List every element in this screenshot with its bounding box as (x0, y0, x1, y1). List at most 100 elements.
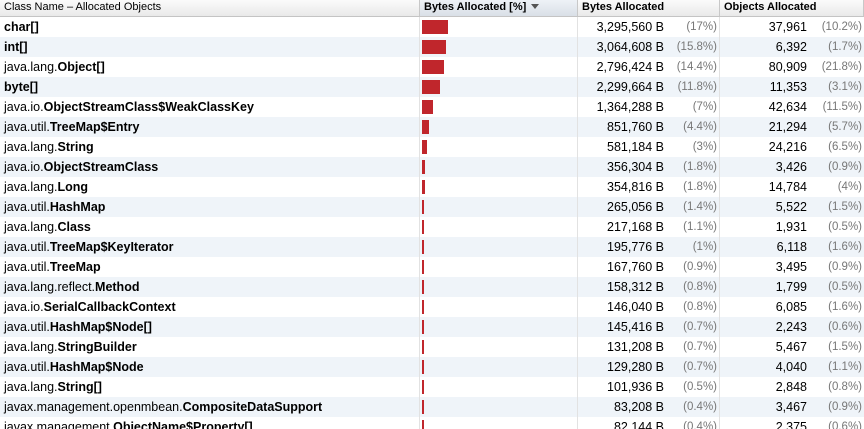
objects-allocated-value: 5,467 (775, 340, 807, 354)
class-name-cell: java.util.TreeMap (0, 257, 420, 277)
class-name: ObjectStreamClass$WeakClassKey (43, 100, 254, 114)
table-row[interactable]: javax.management.openmbean.CompositeData… (0, 397, 864, 417)
class-name: HashMap$Node (49, 360, 144, 374)
table-row[interactable]: java.util.HashMap 265,056 B (1.4%) 5,522 (1.… (0, 197, 864, 217)
objects-allocated-percent: (21.8%) (821, 61, 862, 73)
package-name: java.lang. (4, 60, 58, 74)
objects-allocated-percent: (1.5%) (828, 341, 862, 353)
bytes-allocated-cell: 265,056 B (1.4%) (578, 197, 720, 217)
class-name: TreeMap$KeyIterator (49, 240, 174, 254)
bytes-allocated-percent: (0.4%) (683, 421, 717, 429)
table-row[interactable]: java.util.HashMap$Node[] 145,416 B (0.7%) 2… (0, 317, 864, 337)
objects-allocated-percent: (11.5%) (822, 101, 862, 113)
bytes-allocated-cell: 581,184 B (3%) (578, 137, 720, 157)
class-name-cell: java.util.HashMap (0, 197, 420, 217)
table-row[interactable]: java.lang.String 581,184 B (3%) 24,216 (6.5%… (0, 137, 864, 157)
bytes-percent-bar (422, 100, 433, 114)
package-name: java.lang. (4, 220, 58, 234)
table-row[interactable]: int[] 3,064,608 B (15.8%) 6,392 (1.7%) (0, 37, 864, 57)
bytes-allocated-cell: 83,208 B (0.4%) (578, 397, 720, 417)
bytes-percent-cell (420, 17, 578, 37)
column-header-objects-allocated[interactable]: Objects Allocated (720, 0, 864, 16)
objects-allocated-value: 42,634 (768, 100, 807, 114)
bytes-percent-cell (420, 177, 578, 197)
bytes-allocated-percent: (0.7%) (683, 321, 717, 333)
bytes-percent-bar (422, 160, 425, 174)
class-name: TreeMap (49, 260, 101, 274)
bytes-allocated-value: 356,304 B (607, 160, 664, 174)
bytes-allocated-cell: 3,064,608 B (15.8%) (578, 37, 720, 57)
table-row[interactable]: java.lang.Object[] 2,796,424 B (14.4%) 80,9… (0, 57, 864, 77)
package-name: java.util. (4, 120, 50, 134)
column-header-bytes-percent[interactable]: Bytes Allocated [%] (420, 0, 578, 16)
table-row[interactable]: java.lang.StringBuilder 131,208 B (0.7%) 5,… (0, 337, 864, 357)
class-name-cell: byte[] (0, 77, 420, 97)
table-row[interactable]: java.io.SerialCallbackContext 146,040 B (0… (0, 297, 864, 317)
bytes-percent-bar (422, 420, 424, 429)
table-row[interactable]: java.util.HashMap$Node 129,280 B (0.7%) 4,0… (0, 357, 864, 377)
class-name: byte[] (4, 80, 39, 94)
bytes-allocated-percent: (1.8%) (683, 181, 717, 193)
class-name-cell: java.lang.Object[] (0, 57, 420, 77)
bytes-allocated-value: 1,364,288 B (596, 100, 664, 114)
column-header-class-name[interactable]: Class Name – Allocated Objects (0, 0, 420, 16)
objects-allocated-value: 4,040 (775, 360, 807, 374)
column-header-bytes-allocated[interactable]: Bytes Allocated (578, 0, 720, 16)
bytes-allocated-value: 581,184 B (607, 140, 664, 154)
package-name: java.lang. (4, 180, 58, 194)
objects-allocated-cell: 3,495 (0.9%) (720, 257, 864, 277)
bytes-allocated-percent: (0.9%) (683, 261, 717, 273)
class-name: Class (57, 220, 91, 234)
table-row[interactable]: java.lang.reflect.Method 158,312 B (0.8%) 1… (0, 277, 864, 297)
table-row[interactable]: java.util.TreeMap 167,760 B (0.9%) 3,495 (0.… (0, 257, 864, 277)
column-header-bytes-percent-label: Bytes Allocated [%] (424, 1, 527, 13)
objects-allocated-cell: 4,040 (1.1%) (720, 357, 864, 377)
table-row[interactable]: java.lang.Class 217,168 B (1.1%) 1,931 (0.5%… (0, 217, 864, 237)
package-name: java.lang.reflect. (4, 280, 96, 294)
package-name: java.io. (4, 160, 44, 174)
class-name-cell: java.util.HashMap$Node[] (0, 317, 420, 337)
bytes-percent-cell (420, 337, 578, 357)
objects-allocated-percent: (10.2%) (821, 21, 862, 33)
table-row[interactable]: java.lang.Long 354,816 B (1.8%) 14,784 (4%) (0, 177, 864, 197)
objects-allocated-cell: 2,848 (0.8%) (720, 377, 864, 397)
objects-allocated-cell: 2,243 (0.6%) (720, 317, 864, 337)
objects-allocated-cell: 11,353 (3.1%) (720, 77, 864, 97)
bytes-allocated-cell: 2,796,424 B (14.4%) (578, 57, 720, 77)
class-name: HashMap (49, 200, 106, 214)
bytes-allocated-value: 3,064,608 B (596, 40, 664, 54)
bytes-allocated-cell: 146,040 B (0.8%) (578, 297, 720, 317)
objects-allocated-cell: 14,784 (4%) (720, 177, 864, 197)
bytes-allocated-cell: 1,364,288 B (7%) (578, 97, 720, 117)
bytes-percent-cell (420, 37, 578, 57)
class-name: Method (95, 280, 140, 294)
class-name: String (57, 140, 94, 154)
table-row[interactable]: java.util.TreeMap$Entry 851,760 B (4.4%) 21… (0, 117, 864, 137)
table-row[interactable]: java.lang.String[] 101,936 B (0.5%) 2,848 (0… (0, 377, 864, 397)
bytes-allocated-percent: (4.4%) (683, 121, 717, 133)
bytes-allocated-value: 217,168 B (607, 220, 664, 234)
bytes-percent-cell (420, 217, 578, 237)
bytes-allocated-cell: 82,144 B (0.4%) (578, 417, 720, 429)
class-name-cell: java.lang.String[] (0, 377, 420, 397)
bytes-percent-cell (420, 57, 578, 77)
bytes-allocated-value: 146,040 B (607, 300, 664, 314)
table-row[interactable]: javax.management.ObjectName$Property[] 82… (0, 417, 864, 429)
bytes-allocated-cell: 195,776 B (1%) (578, 237, 720, 257)
table-row[interactable]: java.io.ObjectStreamClass 356,304 B (1.8%)… (0, 157, 864, 177)
table-row[interactable]: char[] 3,295,560 B (17%) 37,961 (10.2%) (0, 17, 864, 37)
bytes-percent-cell (420, 357, 578, 377)
bytes-allocated-value: 101,936 B (607, 380, 664, 394)
class-name: TreeMap$Entry (49, 120, 140, 134)
table-row[interactable]: java.util.TreeMap$KeyIterator 195,776 B (1… (0, 237, 864, 257)
table-row[interactable]: java.io.ObjectStreamClass$WeakClassKey 1,… (0, 97, 864, 117)
objects-allocated-value: 80,909 (768, 60, 807, 74)
class-name-cell: java.io.ObjectStreamClass (0, 157, 420, 177)
table-row[interactable]: byte[] 2,299,664 B (11.8%) 11,353 (3.1%) (0, 77, 864, 97)
bytes-allocated-percent: (0.4%) (683, 401, 717, 413)
objects-allocated-percent: (0.6%) (828, 321, 862, 333)
objects-allocated-value: 3,495 (775, 260, 807, 274)
bytes-allocated-cell: 217,168 B (1.1%) (578, 217, 720, 237)
bytes-allocated-percent: (0.5%) (683, 381, 717, 393)
